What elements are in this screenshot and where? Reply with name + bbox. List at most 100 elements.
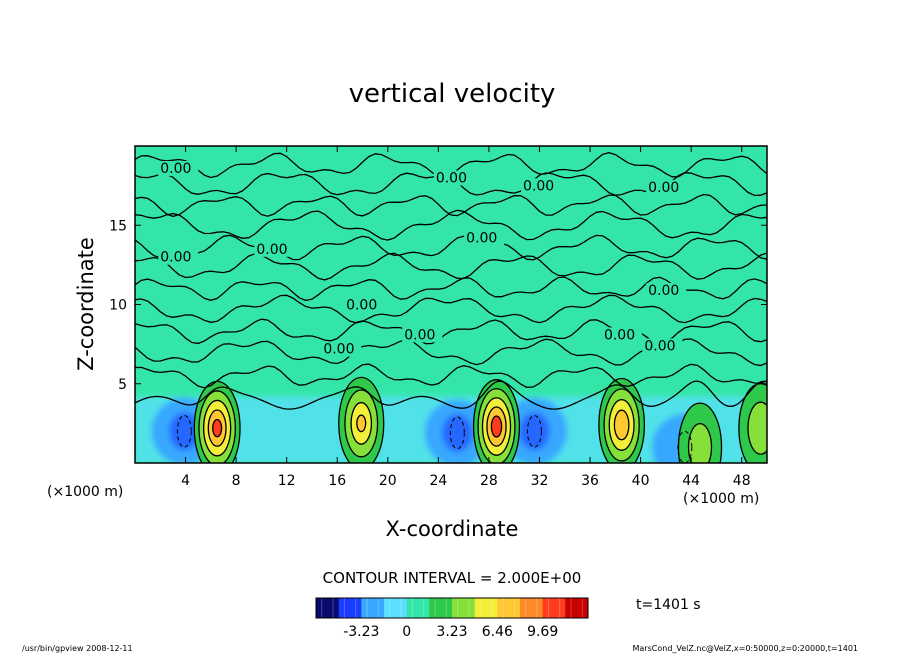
x-axis-label: X-coordinate: [386, 517, 519, 541]
x-axis-unit-right: (×1000 m): [683, 491, 759, 507]
x-tick-label: 40: [632, 473, 650, 489]
contour-label: 0.00: [436, 170, 467, 186]
x-tick-label: 48: [733, 473, 751, 489]
field-fills: [135, 376, 767, 463]
zero-contour: [135, 234, 767, 261]
contour-label-bg: [646, 282, 687, 298]
colorbar-tick-label: 6.46: [482, 624, 513, 640]
x-tick-label: 16: [328, 473, 346, 489]
updraft: [472, 379, 521, 463]
colorbar-cell: [554, 598, 561, 618]
updraft-level: [747, 401, 767, 455]
contour-label: 0.00: [256, 242, 287, 258]
contour-lines: [135, 152, 767, 410]
zero-contour: [135, 252, 767, 281]
colorbar-cell: [389, 598, 396, 618]
contour-labels: 0.00 0.00 0.00 0.00 0.00 0.00 0.00 0.00 0.00 0.00…: [158, 160, 687, 358]
colorbar-cell: [361, 598, 368, 618]
downdraft-contour: [677, 430, 693, 463]
updraft-level: [490, 415, 503, 438]
colorbar-cell: [338, 598, 345, 618]
colorbar-cell: [429, 598, 436, 618]
colorbar-cell: [406, 598, 413, 618]
contour-label: 0.00: [160, 250, 191, 266]
time-stamp: t=1401 s: [636, 597, 701, 613]
contour-label-bg: [521, 178, 562, 194]
colorbar-cell: [344, 598, 351, 618]
zero-contour: [135, 276, 767, 302]
contour-label-bg: [158, 160, 199, 176]
contour-label-bg: [158, 249, 199, 265]
contour-label-bg: [642, 338, 683, 354]
contour-label: 0.00: [648, 180, 679, 196]
colorbar-cell: [327, 598, 334, 618]
contour-label: 0.00: [523, 178, 554, 194]
colorbar-cell: [497, 598, 504, 618]
zero-contour-lower: [135, 380, 767, 410]
contour-label: 0.00: [160, 161, 191, 177]
footer-left: /usr/bin/gpview 2008-12-11: [22, 644, 133, 653]
contour-interval: CONTOUR INTERVAL = 2.000E+00: [323, 569, 582, 587]
colorbar-cell: [384, 598, 391, 618]
colorbar-cell: [542, 598, 549, 618]
zero-contour: [135, 294, 767, 324]
colorbar-cell: [514, 598, 521, 618]
colorbar-ticks: -3.23 0 3.23 6.46 9.69: [343, 624, 558, 640]
updraft-level: [687, 422, 713, 463]
colorbar-cell: [412, 598, 419, 618]
colorbar-cell: [355, 598, 362, 618]
x-tick-label: 4: [181, 473, 190, 489]
y-axis-label: Z-coordinate: [74, 237, 98, 371]
zero-contour: [135, 209, 767, 241]
colorbar-cell: [576, 598, 583, 618]
colorbar-cell: [508, 598, 515, 618]
footer-right: MarsCond_VelZ.nc@VelZ,x=0:50000,z=0:2000…: [633, 644, 859, 653]
y-tick-label: 10: [109, 298, 127, 314]
colorbar-cell: [440, 598, 447, 618]
x-axis: 4 8 12 16 20 24 28 32 36 40 44 48: [181, 146, 751, 489]
colorbar-cell: [316, 598, 323, 618]
colorbar-cell: [350, 598, 357, 618]
contour-label-bg: [402, 327, 443, 343]
updraft: [338, 376, 385, 463]
contour-label: 0.00: [346, 297, 377, 313]
contour-label-bg: [464, 230, 505, 246]
colorbar-cell: [503, 598, 510, 618]
colorbar-tick-label: 3.23: [436, 624, 467, 640]
colorbar-cell: [486, 598, 493, 618]
colorbar-cell: [395, 598, 402, 618]
colorbar-cell: [418, 598, 425, 618]
plot-area: [135, 146, 767, 463]
colorbar-cell: [469, 598, 476, 618]
y-tick-label: 5: [118, 377, 127, 393]
x-tick-label: 44: [682, 473, 700, 489]
contour-label-bg: [646, 179, 687, 195]
x-tick-label: 12: [278, 473, 296, 489]
colorbar-cell: [378, 598, 385, 618]
contour-label-bg: [321, 341, 362, 357]
updraft-level: [212, 418, 223, 438]
x-tick-label: 20: [379, 473, 397, 489]
x-tick-label: 28: [480, 473, 498, 489]
downdraft-core: [442, 413, 473, 452]
updraft: [677, 402, 723, 463]
downdraft-core: [519, 412, 550, 451]
colorbar-cell: [457, 598, 464, 618]
updraft: [193, 380, 241, 463]
colorbar-cell: [582, 598, 589, 618]
colorbar-cell: [559, 598, 566, 618]
chart-title: vertical velocity: [349, 79, 556, 109]
colorbar-cell: [452, 598, 459, 618]
contour-label: 0.00: [648, 283, 679, 299]
contour-label: 0.00: [323, 342, 354, 358]
colorbar-cell: [491, 598, 498, 618]
zero-contour: [135, 363, 767, 389]
colorbar-cell: [435, 598, 442, 618]
colorbar-tick-label: 0: [402, 624, 411, 640]
colorbar-cell: [423, 598, 430, 618]
contour-label-bg: [344, 297, 385, 313]
colorbar-cell: [525, 598, 532, 618]
colorbar-cell: [531, 598, 538, 618]
updraft: [738, 382, 767, 463]
colorbar-tick-label: 9.69: [527, 624, 558, 640]
